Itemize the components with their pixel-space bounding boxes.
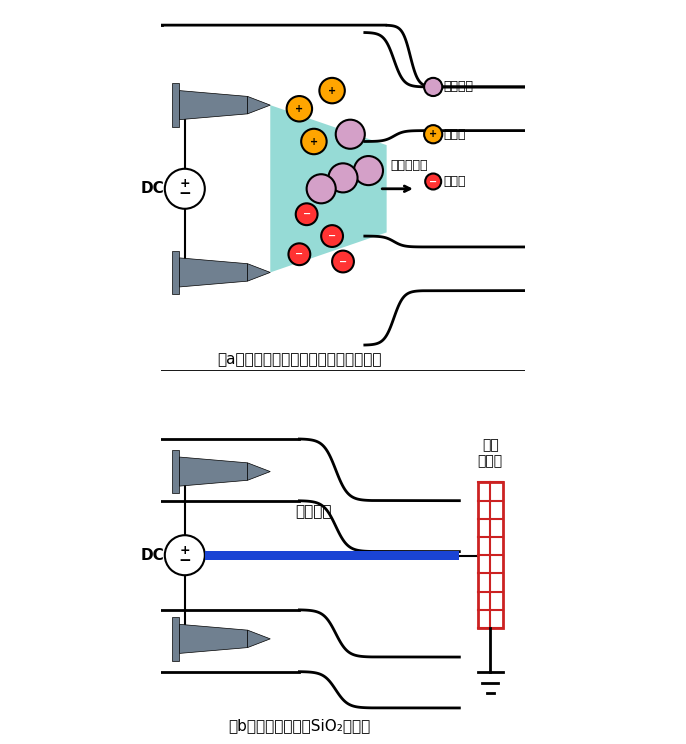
Text: −: − [178,186,191,202]
Circle shape [287,96,312,121]
Circle shape [288,243,310,265]
Circle shape [296,203,318,225]
Circle shape [332,251,354,272]
Text: 中性粒子: 中性粒子 [443,80,473,94]
Circle shape [425,173,441,190]
Polygon shape [270,105,387,272]
Circle shape [307,174,335,203]
Text: −: − [303,209,311,219]
Text: +: + [310,136,318,147]
Circle shape [424,78,442,96]
Bar [172,251,179,294]
Circle shape [320,78,345,103]
Polygon shape [179,91,248,120]
Circle shape [354,156,383,185]
Text: −: − [178,553,191,568]
Circle shape [165,535,205,575]
Circle shape [424,125,442,144]
Text: 正离子: 正离子 [443,128,466,141]
Bar [172,617,179,661]
Text: 电介质层: 电介质层 [296,504,332,519]
FancyBboxPatch shape [205,551,460,560]
Polygon shape [248,630,270,647]
Polygon shape [248,263,270,281]
Text: 离子风风向: 离子风风向 [390,159,428,173]
Polygon shape [248,97,270,114]
Circle shape [335,120,365,149]
Circle shape [329,164,357,193]
Circle shape [165,169,205,209]
Text: −: − [295,249,303,259]
Bar [477,483,503,628]
Text: +: + [180,177,190,190]
Polygon shape [179,457,248,486]
Text: +: + [295,103,303,114]
Circle shape [301,129,327,154]
Text: 接地
电极环: 接地 电极环 [477,437,503,468]
Polygon shape [248,463,270,481]
Text: （a）采用双极性针电极产生中性离子风: （a）采用双极性针电极产生中性离子风 [217,352,381,367]
Text: +: + [328,86,336,95]
Text: DC: DC [141,182,165,196]
Text: （b）在两针之间加SiO₂电介质: （b）在两针之间加SiO₂电介质 [228,719,370,734]
Bar [172,450,179,493]
Text: DC: DC [141,548,165,562]
Text: −: − [429,176,437,187]
Bar [172,83,179,127]
Polygon shape [179,624,248,653]
Circle shape [321,225,343,247]
Text: −: − [339,257,347,266]
Text: +: + [180,544,190,557]
Text: 负离子: 负离子 [443,175,466,188]
Polygon shape [179,258,248,287]
Text: +: + [429,129,437,139]
Text: −: − [328,231,336,241]
